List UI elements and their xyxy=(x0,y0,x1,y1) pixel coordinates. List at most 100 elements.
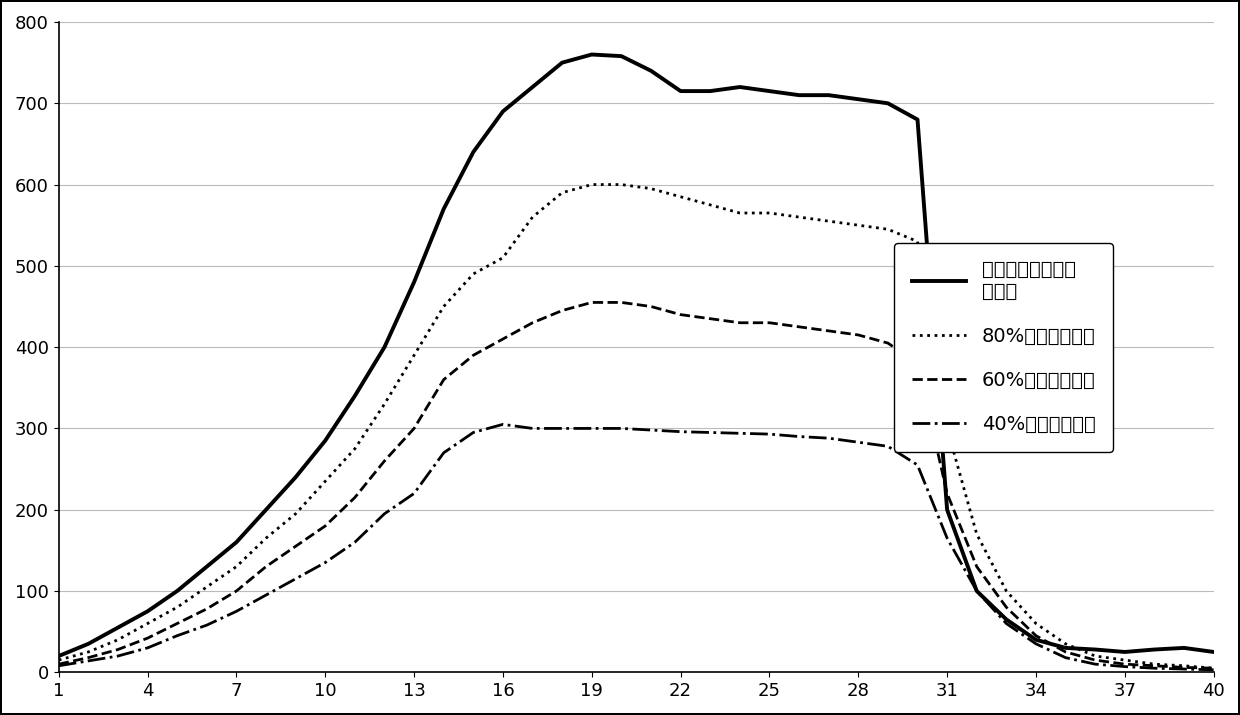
80%跌落判据标准 xyxy=(466,270,481,278)
Line: 80%跌落判据标准: 80%跌落判据标准 xyxy=(58,184,1214,669)
电网电压自适应跟
踪波形 xyxy=(614,52,629,61)
电网电压自适应跟
踪波形 xyxy=(317,436,332,445)
40%跌落判据标准 xyxy=(1147,664,1162,673)
电网电压自适应跟
踪波形 xyxy=(673,87,688,95)
60%跌落判据标准 xyxy=(140,634,155,643)
60%跌落判据标准 xyxy=(851,330,866,339)
80%跌落判据标准 xyxy=(910,237,925,246)
电网电压自适应跟
踪波形 xyxy=(1058,644,1073,652)
80%跌落判据标准 xyxy=(259,534,274,543)
80%跌落判据标准 xyxy=(1117,656,1132,664)
60%跌落判据标准 xyxy=(288,542,303,551)
80%跌落判据标准 xyxy=(851,221,866,230)
60%跌落判据标准 xyxy=(81,654,95,662)
40%跌落判据标准 xyxy=(229,607,244,616)
电网电压自适应跟
踪波形 xyxy=(81,639,95,648)
60%跌落判据标准 xyxy=(1028,631,1043,640)
80%跌落判据标准 xyxy=(733,209,748,217)
电网电压自适应跟
踪波形 xyxy=(51,652,66,661)
60%跌落判据标准 xyxy=(51,660,66,669)
60%跌落判据标准 xyxy=(673,310,688,319)
电网电压自适应跟
踪波形 xyxy=(377,343,392,352)
40%跌落判据标准 xyxy=(170,631,185,640)
60%跌落判据标准 xyxy=(200,605,215,613)
40%跌落判据标准 xyxy=(554,424,569,433)
Line: 电网电压自适应跟
踪波形: 电网电压自适应跟 踪波形 xyxy=(58,54,1214,656)
40%跌落判据标准 xyxy=(317,558,332,567)
电网电压自适应跟
踪波形 xyxy=(1028,636,1043,644)
电网电压自适应跟
踪波形 xyxy=(1087,645,1102,654)
电网电压自适应跟
踪波形 xyxy=(466,148,481,157)
60%跌落判据标准 xyxy=(703,315,718,323)
40%跌落判据标准 xyxy=(673,428,688,436)
80%跌落判据标准 xyxy=(110,636,125,644)
电网电压自适应跟
踪波形 xyxy=(407,278,422,287)
80%跌落判据标准 xyxy=(1087,652,1102,661)
80%跌落判据标准 xyxy=(347,445,362,453)
80%跌落判据标准 xyxy=(999,587,1014,596)
80%跌落判据标准 xyxy=(1207,664,1221,673)
40%跌落判据标准 xyxy=(200,621,215,629)
40%跌落判据标准 xyxy=(851,438,866,447)
电网电压自适应跟
踪波形 xyxy=(791,91,806,99)
电网电压自适应跟
踪波形 xyxy=(554,59,569,67)
40%跌落判据标准 xyxy=(288,575,303,583)
60%跌落判据标准 xyxy=(1087,656,1102,664)
电网电压自适应跟
踪波形 xyxy=(970,587,985,596)
40%跌落判据标准 xyxy=(1028,639,1043,648)
80%跌落判据标准 xyxy=(496,253,511,262)
40%跌落判据标准 xyxy=(763,430,777,438)
电网电压自适应跟
踪波形 xyxy=(170,587,185,596)
60%跌落判据标准 xyxy=(436,375,451,384)
电网电压自适应跟
踪波形 xyxy=(200,562,215,571)
电网电压自适应跟
踪波形 xyxy=(584,50,599,59)
60%跌落判据标准 xyxy=(644,302,658,311)
80%跌落判据标准 xyxy=(140,619,155,628)
80%跌落判据标准 xyxy=(51,656,66,664)
60%跌落判据标准 xyxy=(970,562,985,571)
80%跌落判据标准 xyxy=(1177,661,1192,670)
40%跌落判据标准 xyxy=(614,424,629,433)
电网电压自适应跟
踪波形 xyxy=(733,83,748,92)
40%跌落判据标准 xyxy=(644,425,658,434)
40%跌落判据标准 xyxy=(347,538,362,546)
40%跌落判据标准 xyxy=(584,424,599,433)
60%跌落判据标准 xyxy=(910,359,925,368)
电网电压自适应跟
踪波形 xyxy=(644,66,658,75)
电网电压自适应跟
踪波形 xyxy=(110,623,125,632)
电网电压自适应跟
踪波形 xyxy=(703,87,718,95)
电网电压自适应跟
踪波形 xyxy=(1147,645,1162,654)
Legend: 电网电压自适应跟
踪波形, 80%跌落判据标准, 60%跌落判据标准, 40%跌落判据标准: 电网电压自适应跟 踪波形, 80%跌落判据标准, 60%跌落判据标准, 40%跌… xyxy=(894,242,1114,452)
60%跌落判据标准 xyxy=(614,298,629,307)
60%跌落判据标准 xyxy=(940,489,955,498)
电网电压自适应跟
踪波形 xyxy=(1177,644,1192,652)
60%跌落判据标准 xyxy=(466,351,481,360)
60%跌落判据标准 xyxy=(229,587,244,596)
40%跌落判据标准 xyxy=(999,619,1014,628)
40%跌落判据标准 xyxy=(910,460,925,469)
80%跌落判据标准 xyxy=(880,225,895,234)
80%跌落判据标准 xyxy=(200,583,215,591)
40%跌落判据标准 xyxy=(880,442,895,450)
40%跌落判据标准 xyxy=(733,429,748,438)
80%跌落判据标准 xyxy=(377,400,392,408)
80%跌落判据标准 xyxy=(525,213,539,222)
80%跌落判据标准 xyxy=(554,189,569,197)
40%跌落判据标准 xyxy=(496,420,511,429)
80%跌落判据标准 xyxy=(763,209,777,217)
80%跌落判据标准 xyxy=(1147,660,1162,669)
80%跌落判据标准 xyxy=(229,562,244,571)
电网电压自适应跟
踪波形 xyxy=(436,204,451,213)
40%跌落判据标准 xyxy=(970,587,985,596)
电网电压自适应跟
踪波形 xyxy=(851,95,866,104)
40%跌落判据标准 xyxy=(1117,662,1132,671)
电网电压自适应跟
踪波形 xyxy=(880,99,895,107)
60%跌落判据标准 xyxy=(733,318,748,327)
80%跌落判据标准 xyxy=(288,510,303,518)
80%跌落判据标准 xyxy=(81,648,95,656)
40%跌落判据标准 xyxy=(791,433,806,441)
80%跌落判据标准 xyxy=(584,180,599,189)
60%跌落判据标准 xyxy=(347,493,362,502)
40%跌落判据标准 xyxy=(140,644,155,652)
40%跌落判据标准 xyxy=(259,591,274,599)
